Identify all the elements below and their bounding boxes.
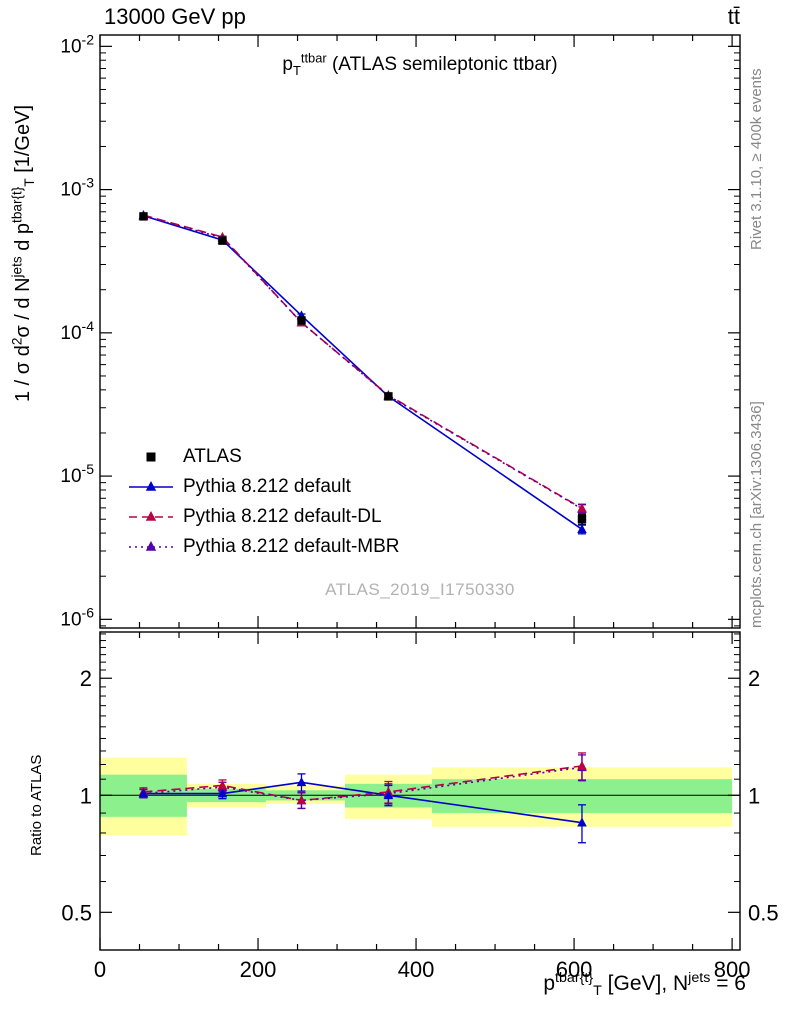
svg-text:10-4: 10-4 bbox=[60, 318, 94, 344]
legend-label: Pythia 8.212 default-DL bbox=[183, 506, 382, 527]
legend-item-pythia-default: Pythia 8.212 default bbox=[128, 472, 400, 502]
triangle-marker-icon bbox=[128, 477, 174, 497]
legend-label: Pythia 8.212 default bbox=[183, 476, 351, 497]
svg-text:200: 200 bbox=[240, 957, 277, 982]
uncertainty-bands bbox=[100, 757, 740, 836]
triangle-marker-icon bbox=[128, 537, 174, 557]
svg-text:1: 1 bbox=[748, 783, 760, 808]
legend: ATLAS Pythia 8.212 default Pythia 8.212 … bbox=[128, 442, 400, 562]
svg-text:600: 600 bbox=[556, 957, 593, 982]
svg-text:2: 2 bbox=[80, 666, 92, 691]
svg-text:0.5: 0.5 bbox=[748, 900, 779, 925]
svg-text:0.5: 0.5 bbox=[61, 900, 92, 925]
svg-text:1: 1 bbox=[80, 783, 92, 808]
axes-frame: 0 200 400 600 800 10-2 10-3 10-4 10-5 10-6 0.5 0.5 1… bbox=[60, 31, 778, 982]
mcplots-credit-label: mcplots.cern.ch [arXiv:1306.3436] bbox=[748, 401, 765, 628]
svg-text:0: 0 bbox=[94, 957, 106, 982]
plot-title: pTttbar (ATLAS semileptonic ttbar) bbox=[282, 50, 558, 78]
rivet-version-label: Rivet 3.1.10, ≥ 400k events bbox=[748, 68, 765, 250]
legend-label: Pythia 8.212 default-MBR bbox=[183, 536, 400, 557]
y-axis-title-ratio: Ratio to ATLAS bbox=[28, 754, 45, 856]
svg-text:10-6: 10-6 bbox=[60, 604, 94, 630]
x-axis-title: ptbar{t}T [GeV], Njets = 6 bbox=[543, 970, 746, 1000]
legend-item-atlas: ATLAS bbox=[128, 442, 400, 472]
square-marker-icon bbox=[128, 447, 174, 467]
y-axis-title-main: 1 / σ d2σ / d Njets d ptbar{t}T [1/GeV] bbox=[9, 104, 37, 402]
svg-text:10-2: 10-2 bbox=[60, 31, 94, 57]
triangle-marker-icon bbox=[128, 507, 174, 527]
analysis-watermark: ATLAS_2019_I1750330 bbox=[325, 580, 515, 599]
svg-text:10-5: 10-5 bbox=[60, 461, 94, 487]
svg-text:800: 800 bbox=[714, 957, 751, 982]
svg-text:10-3: 10-3 bbox=[60, 175, 94, 201]
beam-energy-title: 13000 GeV pp bbox=[104, 4, 246, 29]
legend-item-pythia-default-dl: Pythia 8.212 default-DL bbox=[128, 502, 400, 532]
legend-label: ATLAS bbox=[183, 446, 242, 467]
svg-text:2: 2 bbox=[748, 666, 760, 691]
svg-text:400: 400 bbox=[398, 957, 435, 982]
process-title: tt̄ bbox=[727, 4, 740, 29]
data-markers bbox=[138, 209, 587, 827]
legend-item-pythia-default-mbr: Pythia 8.212 default-MBR bbox=[128, 532, 400, 562]
